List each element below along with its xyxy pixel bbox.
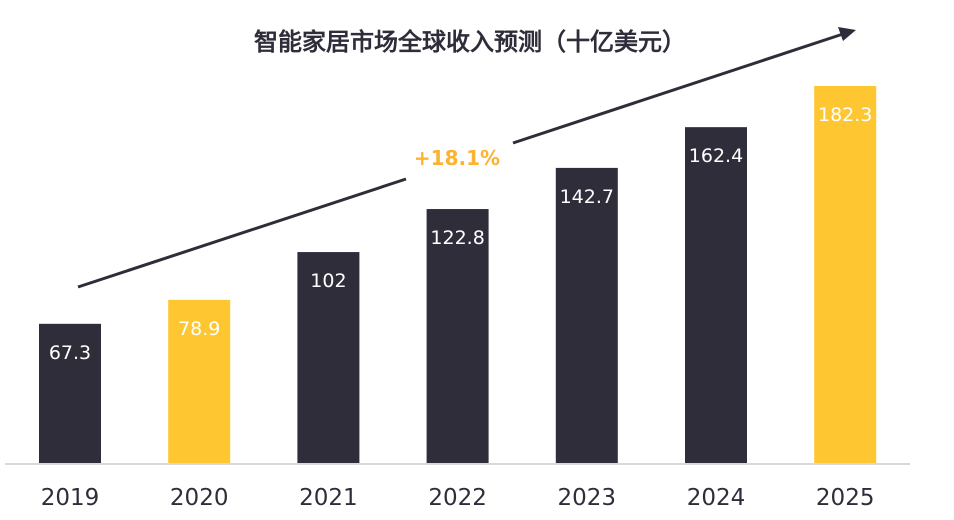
bar-2023 bbox=[555, 167, 618, 463]
x-tick-label: 2021 bbox=[299, 485, 358, 511]
bar-value-label: 142.7 bbox=[560, 186, 614, 208]
bar-value-label: 182.3 bbox=[818, 104, 872, 126]
bar-2024 bbox=[685, 127, 747, 463]
x-tick-label: 2022 bbox=[428, 485, 487, 511]
bar-value-label: 122.8 bbox=[430, 227, 484, 249]
bar-value-label: 67.3 bbox=[49, 342, 91, 364]
bar-2025 bbox=[814, 86, 877, 463]
chart-title: 智能家居市场全球收入预测（十亿美元） bbox=[254, 28, 686, 56]
bar-value-label: 78.9 bbox=[178, 318, 220, 340]
x-tick-label: 2024 bbox=[687, 485, 746, 511]
trend-arrow bbox=[77, 27, 856, 289]
x-tick-label: 2019 bbox=[41, 485, 100, 511]
bar-value-label: 162.4 bbox=[689, 145, 743, 167]
bar-2019 bbox=[39, 323, 101, 463]
trend-line-segment bbox=[512, 32, 844, 145]
bar-2021 bbox=[297, 252, 360, 463]
growth-annotation: +18.1% bbox=[414, 146, 500, 170]
x-tick-label: 2023 bbox=[558, 485, 617, 511]
bar-2022 bbox=[426, 209, 489, 463]
bar-2020 bbox=[168, 299, 231, 463]
x-tick-label: 2020 bbox=[170, 485, 229, 511]
x-tick-label: 2025 bbox=[816, 485, 875, 511]
arrow-head-icon bbox=[838, 27, 856, 41]
trend-line-segment bbox=[77, 177, 407, 289]
bar-value-label: 102 bbox=[310, 270, 346, 292]
